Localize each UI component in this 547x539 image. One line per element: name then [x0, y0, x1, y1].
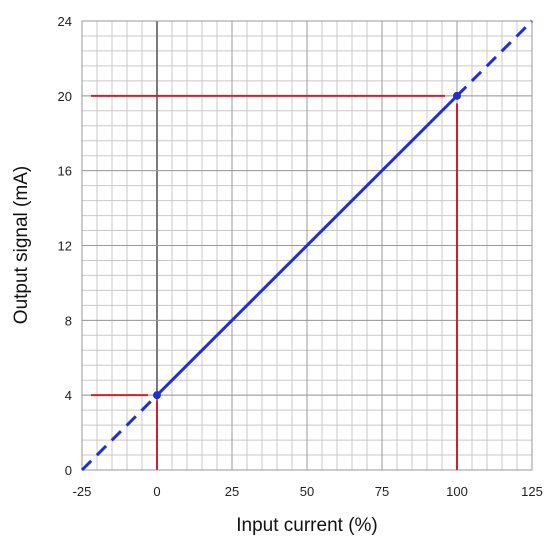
series-line-solid	[155, 94, 459, 397]
x-axis-title: Input current (%)	[236, 515, 378, 536]
series-lines	[80, 19, 534, 472]
y-axis-title: Output signal (mA)	[11, 166, 32, 324]
y-tick-label: 4	[65, 388, 72, 403]
x-tick-label: -25	[73, 484, 92, 499]
x-tick-label: 125	[521, 484, 543, 499]
x-tick-label: 25	[225, 484, 239, 499]
reference-lines	[91, 94, 458, 470]
y-tick-label: 8	[65, 313, 72, 328]
series-line-dashed	[455, 19, 534, 97]
y-tick-label: 16	[58, 164, 72, 179]
series-line-dashed	[80, 394, 159, 472]
data-point	[453, 91, 461, 100]
x-tick-labels: -25 0 25 50 75 100 125	[73, 484, 543, 499]
y-tick-label: 20	[58, 89, 72, 104]
x-tick-label: 50	[300, 484, 314, 499]
x-tick-label: 100	[446, 484, 468, 499]
x-tick-label: 75	[375, 484, 389, 499]
data-markers	[153, 91, 461, 400]
data-point	[153, 391, 161, 400]
y-tick-labels: 0 4 8 12 16 20 24	[58, 14, 72, 478]
y-tick-label: 12	[58, 239, 72, 254]
y-tick-label: 24	[58, 14, 72, 29]
y-tick-label: 0	[65, 463, 72, 478]
plot-frame	[81, 20, 533, 471]
x-tick-label: 0	[153, 484, 160, 499]
